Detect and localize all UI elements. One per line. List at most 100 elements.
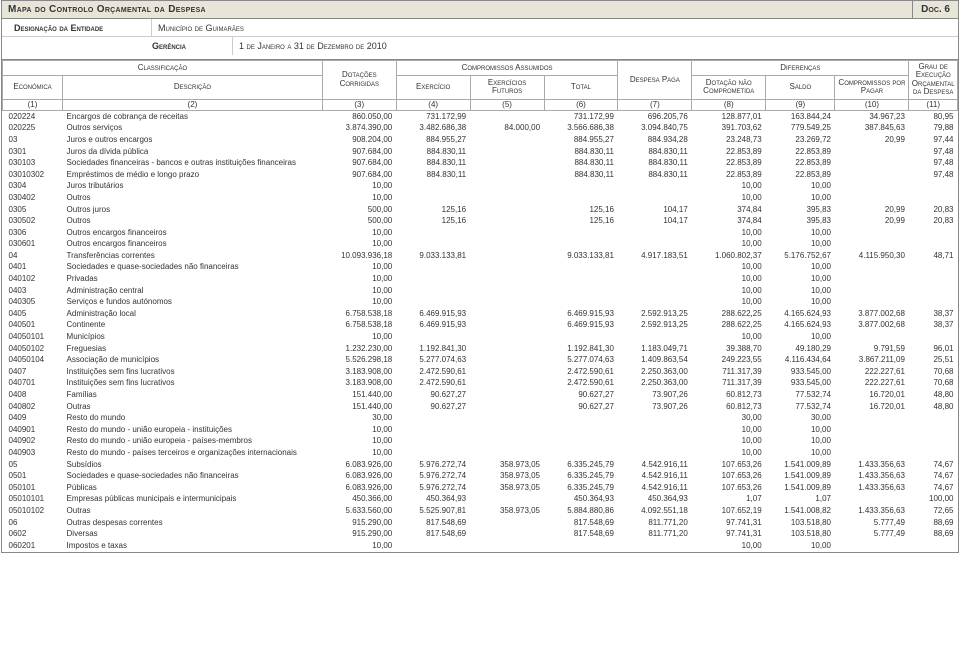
cell-value xyxy=(909,227,958,239)
cell-value: 151.440,00 xyxy=(322,401,396,413)
cell-value xyxy=(909,296,958,308)
cell-value xyxy=(396,238,470,250)
cell-code: 03010302 xyxy=(3,169,63,181)
cell-value: 933.545,00 xyxy=(766,378,835,390)
table-row: 040903Resto do mundo - países terceiros … xyxy=(3,447,958,459)
col-dot-nao: Dotação não Comprometida xyxy=(692,75,766,99)
cell-value: 90.627,27 xyxy=(396,401,470,413)
cell-value: 288.622,25 xyxy=(692,308,766,320)
cell-value: 1.433.356,63 xyxy=(835,470,909,482)
cell-value: 884.934,28 xyxy=(618,134,692,146)
cell-value xyxy=(544,447,618,459)
cell-value: 90.627,27 xyxy=(396,389,470,401)
cell-value xyxy=(618,238,692,250)
cell-value xyxy=(470,110,544,122)
cell-code: 04050102 xyxy=(3,343,63,355)
cell-value: 10,00 xyxy=(692,262,766,274)
cell-value: 3.183.908,00 xyxy=(322,366,396,378)
cell-desc: Outras xyxy=(63,505,323,517)
cell-value: 4.115.950,30 xyxy=(835,250,909,262)
cell-value: 22.853,89 xyxy=(766,157,835,169)
cell-desc: Públicas xyxy=(63,482,323,494)
col-grau: Grau de Execução Orçamental da Despesa xyxy=(909,61,958,100)
cell-value: 4.165.624,93 xyxy=(766,308,835,320)
cell-code: 03 xyxy=(3,134,63,146)
cell-value: 125,16 xyxy=(544,204,618,216)
cell-value xyxy=(396,296,470,308)
cell-value: 5.176.752,67 xyxy=(766,250,835,262)
cell-value: 5.777,49 xyxy=(835,517,909,529)
cell-value xyxy=(470,181,544,193)
cell-value: 97,48 xyxy=(909,157,958,169)
cell-value xyxy=(909,262,958,274)
title-bar: Mapa do Controlo Orçamental da Despesa D… xyxy=(2,1,958,19)
cell-value: 107.653,26 xyxy=(692,459,766,471)
colnum-3: (3) xyxy=(322,99,396,110)
cell-value: 103.518,80 xyxy=(766,517,835,529)
cell-code: 030601 xyxy=(3,238,63,250)
cell-code: 04050101 xyxy=(3,331,63,343)
cell-value xyxy=(470,320,544,332)
table-row: 030402Outros10,0010,0010,00 xyxy=(3,192,958,204)
cell-desc: Sociedades e quase-sociedades não financ… xyxy=(63,262,323,274)
cell-code: 0408 xyxy=(3,389,63,401)
colnum-4: (4) xyxy=(396,99,470,110)
cell-value xyxy=(396,436,470,448)
cell-value: 10,00 xyxy=(322,296,396,308)
cell-value: 60.812,73 xyxy=(692,401,766,413)
cell-value: 1.433.356,63 xyxy=(835,459,909,471)
table-row: 0409Resto do mundo30,0030,0030,00 xyxy=(3,412,958,424)
cell-value: 1.541.009,89 xyxy=(766,482,835,494)
cell-value: 3.874.390,00 xyxy=(322,123,396,135)
cell-value: 97.741,31 xyxy=(692,517,766,529)
cell-value: 6.335.245,79 xyxy=(544,459,618,471)
cell-value xyxy=(835,447,909,459)
cell-value: 73.907,26 xyxy=(618,389,692,401)
cell-value xyxy=(544,296,618,308)
cell-value: 2.472.590,61 xyxy=(544,366,618,378)
cell-value: 10,00 xyxy=(322,424,396,436)
cell-value: 884.830,11 xyxy=(544,157,618,169)
colnum-10: (10) xyxy=(835,99,909,110)
cell-desc: Empresas públicas municipais e intermuni… xyxy=(63,494,323,506)
cell-value: 6.083.926,00 xyxy=(322,482,396,494)
cell-value xyxy=(909,285,958,297)
cell-desc: Administração local xyxy=(63,308,323,320)
cell-value: 731.172,99 xyxy=(396,110,470,122)
cell-code: 030402 xyxy=(3,192,63,204)
cell-desc: Sociedades financeiras - bancos e outras… xyxy=(63,157,323,169)
cell-value: 3.183.908,00 xyxy=(322,378,396,390)
cell-desc: Administração central xyxy=(63,285,323,297)
cell-code: 040802 xyxy=(3,401,63,413)
table-row: 030502Outros500,00125,16125,16104,17374,… xyxy=(3,215,958,227)
cell-value: 884.955,27 xyxy=(396,134,470,146)
cell-code: 0301 xyxy=(3,146,63,158)
cell-code: 0403 xyxy=(3,285,63,297)
cell-value: 6.469.915,93 xyxy=(396,320,470,332)
table-row: 04050101Municípios10,0010,0010,00 xyxy=(3,331,958,343)
table-row: 030601Outros encargos financeiros10,0010… xyxy=(3,238,958,250)
table-row: 06Outras despesas correntes915.290,00817… xyxy=(3,517,958,529)
cell-value xyxy=(470,285,544,297)
table-row: 020225Outros serviços3.874.390,003.482.6… xyxy=(3,123,958,135)
cell-value: 1.060.802,37 xyxy=(692,250,766,262)
cell-desc: Outras despesas correntes xyxy=(63,517,323,529)
cell-value: 1,07 xyxy=(766,494,835,506)
cell-value: 25,51 xyxy=(909,354,958,366)
cell-value xyxy=(909,181,958,193)
cell-code: 0401 xyxy=(3,262,63,274)
cell-value xyxy=(396,227,470,239)
cell-value: 10,00 xyxy=(692,181,766,193)
colnum-1: (1) xyxy=(3,99,63,110)
cell-value xyxy=(835,540,909,552)
cell-value: 30,00 xyxy=(692,412,766,424)
cell-value xyxy=(909,331,958,343)
cell-value: 288.622,25 xyxy=(692,320,766,332)
cell-value: 38,37 xyxy=(909,320,958,332)
table-row: 040501Continente6.758.538,186.469.915,93… xyxy=(3,320,958,332)
table-body: 020224Encargos de cobrança de receitas86… xyxy=(3,110,958,551)
table-row: 0602Diversas915.290,00817.548,69817.548,… xyxy=(3,528,958,540)
cell-value: 77.532,74 xyxy=(766,389,835,401)
cell-value xyxy=(470,343,544,355)
cell-value: 104,17 xyxy=(618,204,692,216)
